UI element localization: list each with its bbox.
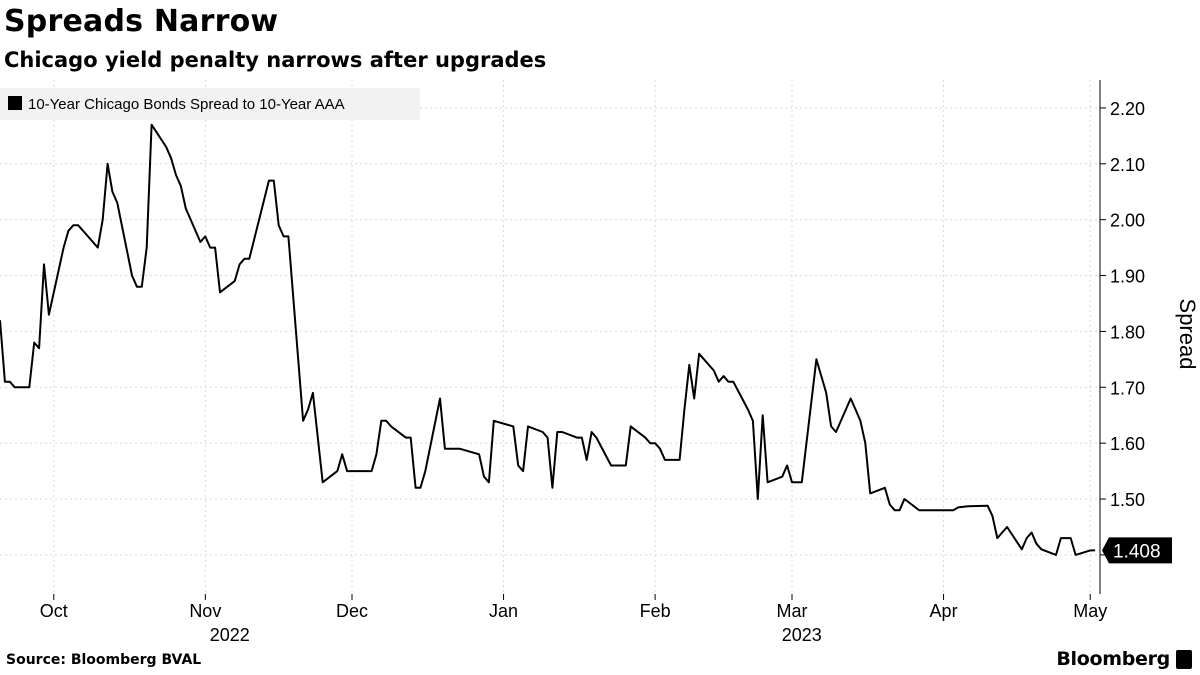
y-tick-label: 2.00 bbox=[1110, 211, 1145, 231]
y-tick-label: 2.20 bbox=[1110, 99, 1145, 119]
last-value-badge bbox=[1102, 537, 1172, 564]
source-note: Source: Bloomberg BVAL bbox=[6, 652, 202, 668]
x-year-label: 2023 bbox=[782, 625, 822, 645]
x-year-label: 2022 bbox=[210, 625, 250, 645]
x-tick-label: Oct bbox=[40, 601, 68, 621]
series-line bbox=[0, 123, 1096, 556]
y-tick-label: 1.60 bbox=[1110, 434, 1145, 454]
x-tick-label: May bbox=[1073, 601, 1107, 621]
y-tick-label: 1.80 bbox=[1110, 322, 1145, 342]
x-tick-label: Mar bbox=[777, 601, 808, 621]
legend-swatch bbox=[8, 96, 22, 110]
line-chart: 1.50 1.60 1.70 1.80 1.90 2.00 2.10 2.20 Oct Nov De… bbox=[0, 80, 1200, 645]
chart-subtitle: Chicago yield penalty narrows after upgr… bbox=[4, 48, 547, 72]
legend-box bbox=[0, 88, 420, 120]
x-tick-label: Apr bbox=[930, 601, 958, 621]
y-tick-label: 1.90 bbox=[1110, 267, 1145, 287]
x-tick-label: Nov bbox=[189, 601, 221, 621]
y-tick-label: 2.10 bbox=[1110, 155, 1145, 175]
brand-logo: Bloomberg bbox=[1056, 648, 1170, 670]
x-tick-label: Jan bbox=[489, 601, 518, 621]
y-tick-label: 1.50 bbox=[1110, 490, 1145, 510]
last-value-label: 1.408 bbox=[1113, 541, 1161, 562]
legend-label: 10-Year Chicago Bonds Spread to 10-Year … bbox=[28, 96, 345, 113]
x-tick-label: Dec bbox=[336, 601, 368, 621]
bloomberg-terminal-icon bbox=[1176, 650, 1192, 669]
y-tick-label: 1.70 bbox=[1110, 378, 1145, 398]
chart-title: Spreads Narrow bbox=[4, 4, 279, 39]
x-tick-label: Feb bbox=[640, 601, 671, 621]
y-axis-title: Spread bbox=[1175, 299, 1200, 370]
